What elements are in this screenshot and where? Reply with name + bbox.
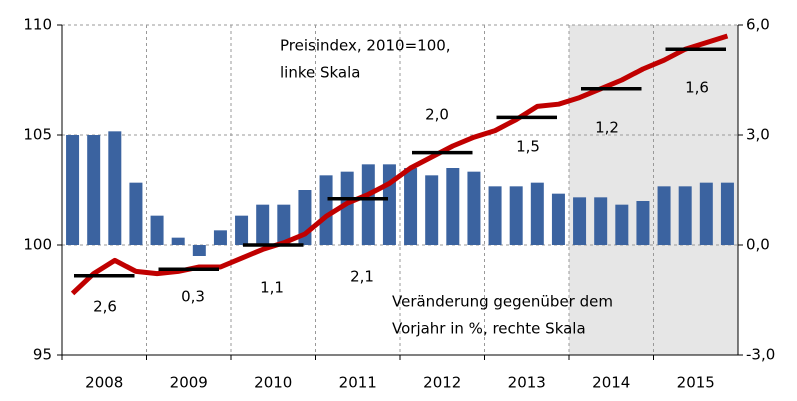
y-tick-label: 105 bbox=[23, 126, 52, 144]
x-tick-label: 2008 bbox=[85, 374, 123, 392]
y2-tick-label: 6,0 bbox=[746, 16, 770, 34]
bar bbox=[657, 186, 671, 245]
data-label: 2,6 bbox=[93, 298, 117, 316]
bar bbox=[277, 204, 291, 245]
bar bbox=[699, 182, 713, 245]
bar bbox=[530, 182, 544, 245]
bar bbox=[192, 245, 206, 256]
data-label: 0,3 bbox=[181, 288, 205, 306]
bar bbox=[573, 197, 587, 245]
bar bbox=[66, 135, 80, 245]
y-tick-label: 100 bbox=[23, 236, 52, 254]
bar bbox=[425, 175, 439, 245]
bar bbox=[108, 131, 122, 245]
bar bbox=[636, 201, 650, 245]
annotation: linke Skala bbox=[280, 64, 361, 82]
bar bbox=[213, 230, 227, 245]
bar bbox=[171, 237, 185, 245]
x-tick-label: 2014 bbox=[592, 374, 630, 392]
bar bbox=[256, 204, 270, 245]
bar bbox=[594, 197, 608, 245]
annotation: Veränderung gegenüber dem bbox=[392, 293, 613, 311]
bar bbox=[404, 168, 418, 245]
bar bbox=[467, 171, 481, 245]
bar bbox=[720, 182, 734, 245]
forecast-shade bbox=[569, 25, 654, 355]
bar bbox=[615, 204, 629, 245]
y2-tick-label: -3,0 bbox=[746, 346, 775, 364]
x-tick-label: 2015 bbox=[677, 374, 715, 392]
y-tick-label: 110 bbox=[23, 16, 52, 34]
bar bbox=[150, 215, 164, 245]
annotation: Vorjahr in %, rechte Skala bbox=[392, 320, 586, 338]
x-tick-label: 2013 bbox=[508, 374, 546, 392]
data-label: 2,1 bbox=[350, 268, 374, 286]
bar bbox=[235, 215, 249, 245]
x-tick-label: 2012 bbox=[423, 374, 461, 392]
bar bbox=[382, 164, 396, 245]
bar bbox=[129, 182, 143, 245]
x-tick-label: 2010 bbox=[254, 374, 292, 392]
y2-tick-label: 3,0 bbox=[746, 126, 770, 144]
bar bbox=[551, 193, 565, 245]
data-label: 2,0 bbox=[425, 106, 449, 124]
bar bbox=[87, 135, 101, 245]
bar bbox=[361, 164, 375, 245]
y2-tick-label: 0,0 bbox=[746, 236, 770, 254]
data-label: 1,1 bbox=[260, 279, 284, 297]
bar bbox=[340, 171, 354, 245]
bar bbox=[319, 175, 333, 245]
data-label: 1,6 bbox=[685, 79, 709, 97]
y-tick-label: 95 bbox=[33, 346, 52, 364]
data-label: 1,5 bbox=[516, 138, 540, 156]
bar bbox=[446, 168, 460, 245]
bar bbox=[678, 186, 692, 245]
bar bbox=[488, 186, 502, 245]
data-label: 1,2 bbox=[595, 119, 619, 137]
bar bbox=[509, 186, 523, 245]
annotation: Preisindex, 2010=100, bbox=[280, 37, 451, 55]
x-tick-label: 2009 bbox=[170, 374, 208, 392]
x-tick-label: 2011 bbox=[339, 374, 377, 392]
